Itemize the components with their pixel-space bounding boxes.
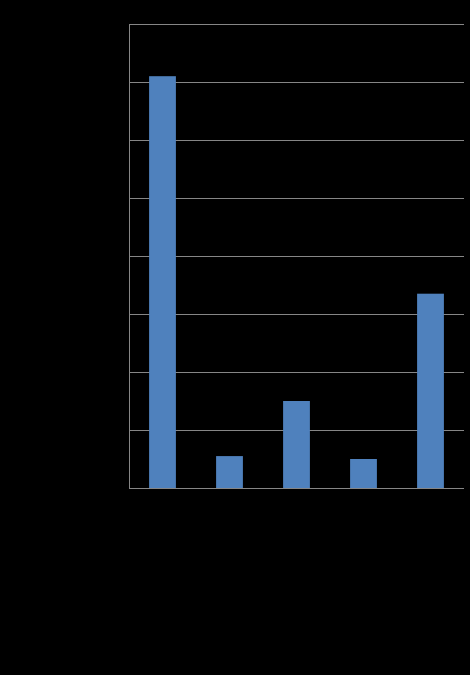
bar xyxy=(283,401,310,488)
bar xyxy=(350,459,377,488)
bar xyxy=(417,293,444,488)
bar xyxy=(149,76,176,488)
bar xyxy=(216,456,243,488)
